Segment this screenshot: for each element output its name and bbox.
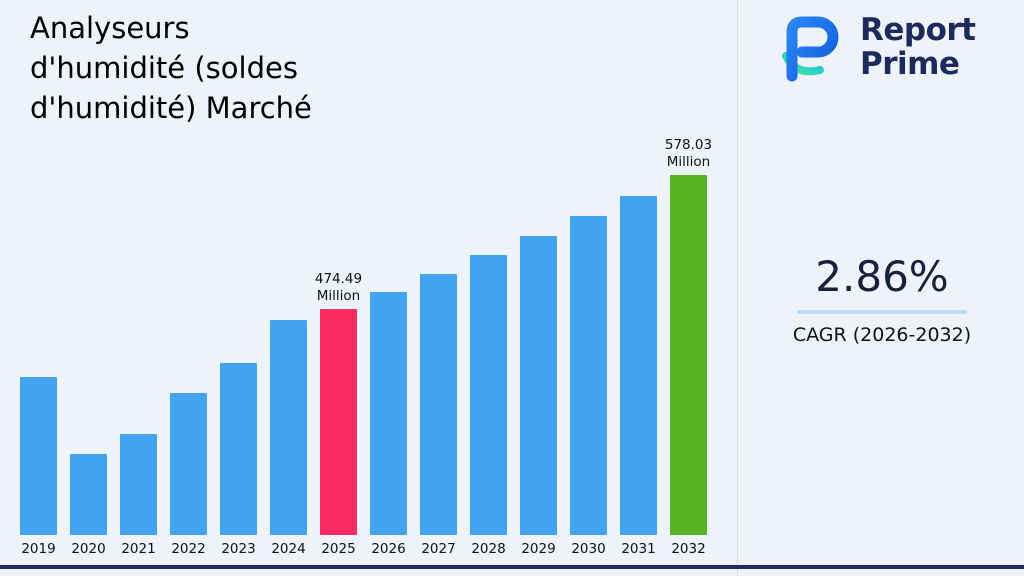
bar-column-2029: 2029 [520, 135, 557, 557]
bar-column-2023: 2023 [220, 135, 257, 557]
logo-word-prime: Prime [860, 46, 960, 82]
bar-column-2026: 2026 [370, 135, 407, 557]
x-axis-label-2025: 2025 [321, 541, 356, 557]
bar-column-2021: 2021 [120, 135, 157, 557]
report-prime-logo: Report Prime [778, 10, 976, 84]
bar-2020 [70, 453, 107, 535]
bar-2027 [420, 273, 457, 535]
logo-wordmark: Report Prime [860, 13, 976, 81]
page-title: Analyseurs d'humidité (soldes d'humidité… [30, 11, 312, 125]
x-axis-label-2031: 2031 [621, 541, 656, 557]
cagr-label: CAGR (2026-2032) [792, 324, 972, 346]
x-axis-label-2028: 2028 [471, 541, 506, 557]
bar-2028 [470, 255, 507, 535]
x-axis-label-2022: 2022 [171, 541, 206, 557]
bar-2031 [620, 196, 657, 535]
x-axis-label-2030: 2030 [571, 541, 606, 557]
bar-column-2020: 2020 [70, 135, 107, 557]
bar-value-label-2025: 474.49 Million [314, 271, 363, 305]
bar-column-2019: 2019 [20, 135, 57, 557]
bar-2024 [270, 320, 307, 535]
bar-2021 [120, 434, 157, 535]
bar-column-2032: 578.03 Million 2032 [665, 135, 712, 557]
cagr-value: 2.86% [815, 252, 949, 301]
bar-2026 [370, 291, 407, 535]
bar-2032 [670, 175, 707, 535]
bar-column-2022: 2022 [170, 135, 207, 557]
bar-2019 [20, 377, 57, 535]
x-axis-label-2027: 2027 [421, 541, 456, 557]
bar-2023 [220, 363, 257, 535]
bar-chart: 2019 2020 2021 2022 2023 2024 474.49 Million 20… [20, 135, 720, 557]
x-axis-label-2019: 2019 [21, 541, 56, 557]
x-axis-label-2026: 2026 [371, 541, 406, 557]
x-axis-label-2023: 2023 [221, 541, 256, 557]
bar-column-2025: 474.49 Million 2025 [315, 135, 362, 557]
bar-value-label-2032: 578.03 Million [664, 137, 713, 171]
logo-word-report: Report [860, 12, 976, 48]
cagr-underline [797, 310, 967, 314]
bar-column-2024: 2024 [270, 135, 307, 557]
bar-column-2028: 2028 [470, 135, 507, 557]
bottom-accent-bar [0, 565, 1024, 569]
bar-column-2030: 2030 [570, 135, 607, 557]
report-prime-logo-icon [782, 16, 839, 82]
x-axis-label-2029: 2029 [521, 541, 556, 557]
bar-2030 [570, 216, 607, 535]
x-axis-label-2021: 2021 [121, 541, 156, 557]
bar-column-2027: 2027 [420, 135, 457, 557]
bar-2029 [520, 236, 557, 535]
bar-column-2031: 2031 [620, 135, 657, 557]
bar-2022 [170, 392, 207, 535]
panel-divider [737, 0, 738, 576]
x-axis-label-2024: 2024 [271, 541, 306, 557]
bar-2025 [320, 309, 357, 535]
cagr-block: 2.86% CAGR (2026-2032) [752, 252, 1012, 346]
x-axis-label-2020: 2020 [71, 541, 106, 557]
x-axis-label-2032: 2032 [671, 541, 706, 557]
